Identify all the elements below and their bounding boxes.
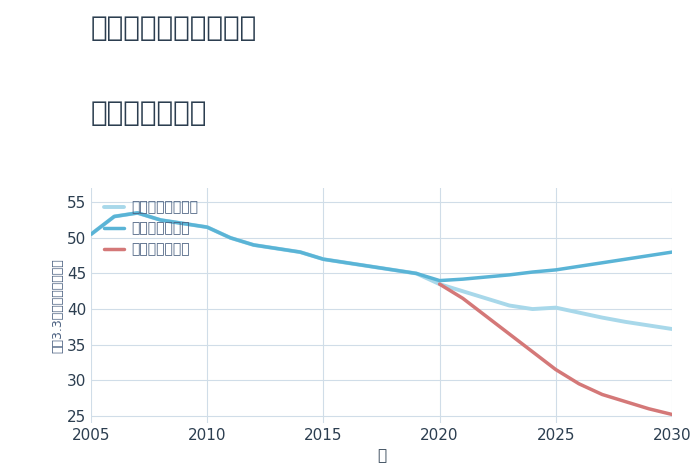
X-axis label: 年: 年 [377, 448, 386, 463]
バッドシナリオ [458, 296, 467, 301]
ノーマルシナリオ [412, 271, 421, 276]
ノーマルシナリオ [319, 257, 328, 262]
グッドシナリオ [389, 267, 398, 273]
ノーマルシナリオ [157, 217, 165, 223]
ノーマルシナリオ [622, 319, 630, 325]
グッドシナリオ [319, 257, 328, 262]
グッドシナリオ [528, 269, 537, 275]
ノーマルシナリオ [110, 214, 118, 219]
グッドシナリオ [180, 221, 188, 227]
ノーマルシナリオ [203, 224, 211, 230]
グッドシナリオ [435, 278, 444, 283]
グッドシナリオ [133, 210, 141, 216]
ノーマルシナリオ [575, 310, 583, 315]
ノーマルシナリオ [342, 260, 351, 266]
グッドシナリオ [645, 253, 653, 258]
グッドシナリオ [249, 242, 258, 248]
グッドシナリオ [482, 274, 490, 280]
バッドシナリオ [528, 349, 537, 354]
ノーマルシナリオ [528, 306, 537, 312]
バッドシナリオ [598, 392, 606, 397]
グッドシナリオ [226, 235, 234, 241]
グッドシナリオ [412, 271, 421, 276]
ノーマルシナリオ [226, 235, 234, 241]
バッドシナリオ [622, 399, 630, 405]
ノーマルシナリオ [296, 249, 304, 255]
グッドシナリオ [505, 272, 514, 278]
Line: バッドシナリオ: バッドシナリオ [440, 284, 672, 415]
ノーマルシナリオ [87, 231, 95, 237]
グッドシナリオ [342, 260, 351, 266]
ノーマルシナリオ [133, 210, 141, 216]
ノーマルシナリオ [180, 221, 188, 227]
ノーマルシナリオ [552, 305, 560, 311]
バッドシナリオ [668, 412, 676, 417]
バッドシナリオ [645, 406, 653, 412]
グッドシナリオ [87, 231, 95, 237]
グッドシナリオ [273, 246, 281, 251]
ノーマルシナリオ [435, 282, 444, 287]
グッドシナリオ [598, 260, 606, 266]
ノーマルシナリオ [458, 289, 467, 294]
バッドシナリオ [505, 331, 514, 337]
Line: ノーマルシナリオ: ノーマルシナリオ [91, 213, 672, 329]
Line: グッドシナリオ: グッドシナリオ [91, 213, 672, 281]
グッドシナリオ [552, 267, 560, 273]
Y-axis label: 平（3.3㎡）単価（万円）: 平（3.3㎡）単価（万円） [51, 258, 64, 353]
グッドシナリオ [668, 249, 676, 255]
バッドシナリオ [552, 367, 560, 372]
グッドシナリオ [622, 257, 630, 262]
グッドシナリオ [575, 264, 583, 269]
バッドシナリオ [482, 313, 490, 319]
バッドシナリオ [575, 381, 583, 387]
Text: 兵庫県姫路市農人町の: 兵庫県姫路市農人町の [91, 14, 258, 42]
グッドシナリオ [203, 224, 211, 230]
Text: 土地の価格推移: 土地の価格推移 [91, 99, 207, 127]
ノーマルシナリオ [389, 267, 398, 273]
グッドシナリオ [365, 264, 374, 269]
ノーマルシナリオ [273, 246, 281, 251]
ノーマルシナリオ [668, 326, 676, 332]
ノーマルシナリオ [598, 315, 606, 321]
ノーマルシナリオ [365, 264, 374, 269]
ノーマルシナリオ [645, 322, 653, 328]
ノーマルシナリオ [249, 242, 258, 248]
ノーマルシナリオ [505, 303, 514, 308]
グッドシナリオ [296, 249, 304, 255]
バッドシナリオ [435, 282, 444, 287]
ノーマルシナリオ [482, 296, 490, 301]
グッドシナリオ [157, 217, 165, 223]
グッドシナリオ [458, 276, 467, 282]
グッドシナリオ [110, 214, 118, 219]
Legend: ノーマルシナリオ, グッドシナリオ, バッドシナリオ: ノーマルシナリオ, グッドシナリオ, バッドシナリオ [98, 195, 204, 262]
